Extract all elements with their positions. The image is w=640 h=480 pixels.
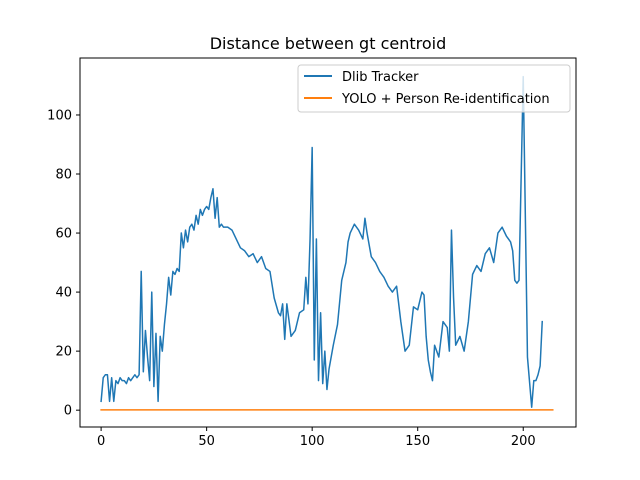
y-tick-label: 60 xyxy=(55,227,72,242)
y-tick-label: 20 xyxy=(55,345,72,360)
y-tick-label: 0 xyxy=(64,404,72,419)
y-tick-label: 100 xyxy=(47,108,72,123)
x-tick-label: 150 xyxy=(405,434,430,449)
legend-label: YOLO + Person Re-identification xyxy=(341,92,550,107)
x-axis: 0 50 100 150 200 xyxy=(97,427,536,449)
chart-title: Distance between gt centroid xyxy=(210,34,447,53)
x-tick-label: 50 xyxy=(198,434,215,449)
x-tick-label: 100 xyxy=(300,434,325,449)
x-tick-label: 0 xyxy=(97,434,105,449)
y-tick-label: 40 xyxy=(55,286,72,301)
legend: Dlib Tracker YOLO + Person Re-identificat… xyxy=(298,65,570,112)
y-tick-label: 80 xyxy=(55,168,72,183)
legend-label: Dlib Tracker xyxy=(342,70,419,85)
y-axis: 0 20 40 60 80 100 xyxy=(47,108,80,418)
x-tick-label: 200 xyxy=(511,434,536,449)
